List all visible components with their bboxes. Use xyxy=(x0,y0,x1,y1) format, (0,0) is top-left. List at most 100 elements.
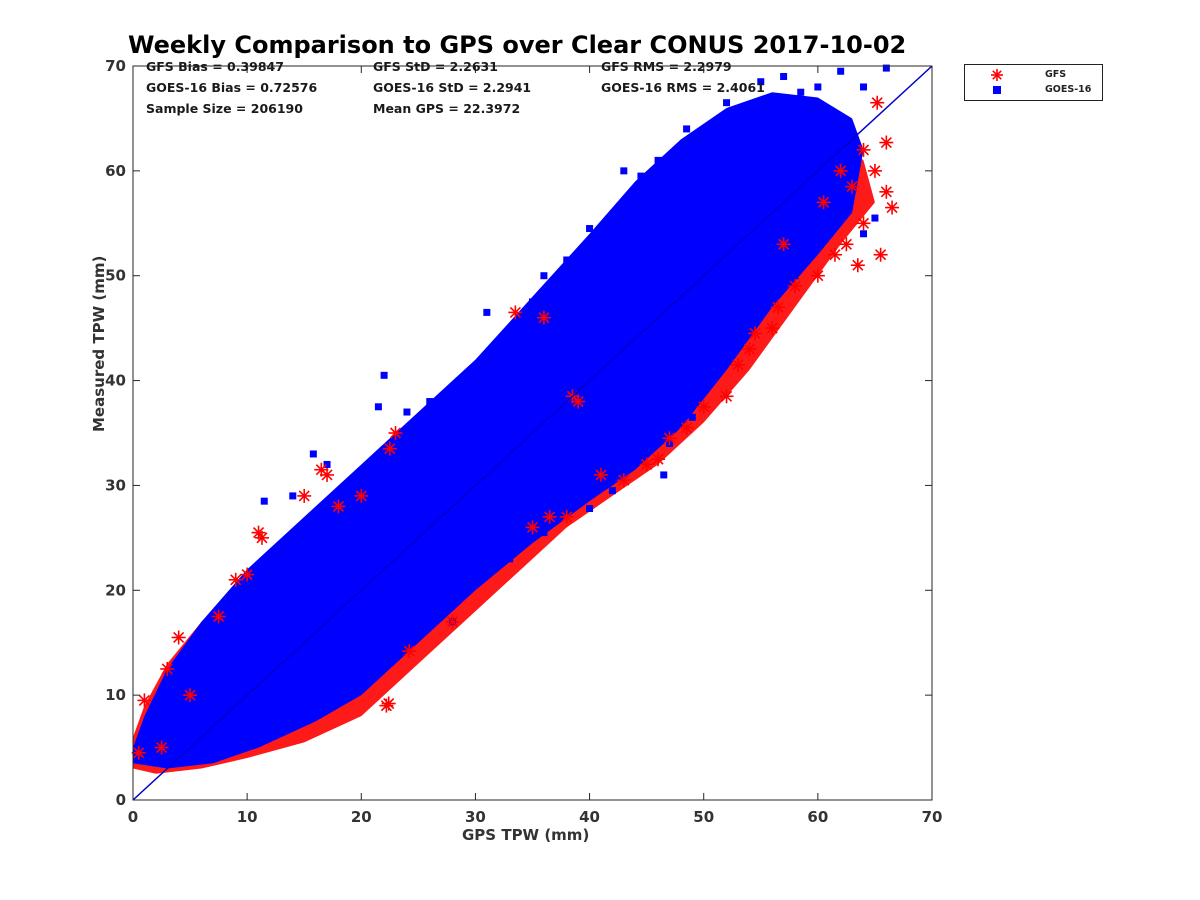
goes-scatter-point xyxy=(660,471,668,479)
gfs-scatter-point xyxy=(171,630,186,645)
gfs-scatter-point xyxy=(331,499,346,514)
legend-gfs-label: GFS xyxy=(1045,69,1067,80)
goes-scatter-point xyxy=(688,413,696,421)
gfs-scatter-point xyxy=(445,614,460,629)
goes-scatter-point xyxy=(363,633,371,641)
x-tick-label: 40 xyxy=(579,808,600,826)
gfs-scatter-point xyxy=(639,457,654,472)
gfs-scatter-point xyxy=(160,661,175,676)
gfs-scatter-point xyxy=(873,247,888,262)
x-tick-label: 0 xyxy=(128,808,138,826)
goes-scatter-point xyxy=(540,272,548,280)
legend: GFS GOES-16 xyxy=(964,64,1103,101)
goes-scatter-point xyxy=(871,214,879,222)
gfs-scatter-point xyxy=(542,509,557,524)
gfs-scatter-point xyxy=(748,326,763,341)
mean-gps-stat: Mean GPS = 22.3972 xyxy=(373,101,521,116)
legend-gfs-asterisk-icon xyxy=(991,69,1003,81)
gfs-scatter-point xyxy=(730,357,745,372)
gfs-scatter-point xyxy=(679,420,694,435)
goes-scatter-point xyxy=(563,256,571,264)
y-axis-label: Measured TPW (mm) xyxy=(90,255,108,432)
x-tick-label: 50 xyxy=(693,808,714,826)
goes-scatter-point xyxy=(637,172,645,180)
gfs-scatter-point xyxy=(402,644,417,659)
goes-scatter-point xyxy=(309,450,317,458)
gfs-scatter-point xyxy=(382,441,397,456)
one-to-one-reference-line xyxy=(132,65,933,801)
gfs-scatter-point xyxy=(696,399,711,414)
gfs-scatter-point xyxy=(388,426,403,440)
goes-scatter-point xyxy=(757,78,765,86)
goes-scatter-point xyxy=(352,679,360,687)
sample-size-stat: Sample Size = 206190 xyxy=(146,101,303,116)
goes-scatter-point xyxy=(620,167,628,175)
x-tick-label: 60 xyxy=(807,808,828,826)
goes-scatter-point xyxy=(483,308,491,316)
gfs-scatter-point xyxy=(776,237,791,252)
gfs-scatter-point xyxy=(571,394,586,409)
y-tick-label: 30 xyxy=(105,476,126,494)
gfs-scatter-point xyxy=(354,488,369,503)
gfs-scatter-point xyxy=(508,305,523,320)
gfs-scatter-point xyxy=(525,520,540,535)
gfs-rms-stat: GFS RMS = 2.2979 xyxy=(601,59,732,74)
y-tick-label: 0 xyxy=(116,791,126,809)
goes-scatter-point xyxy=(700,141,708,149)
goes-scatter-point xyxy=(882,64,890,72)
goes-scatter-point xyxy=(551,502,559,510)
goes-bias-stat: GOES-16 Bias = 0.72576 xyxy=(146,80,318,95)
goes-scatter-point xyxy=(797,88,805,96)
axis-ticks: 0 10 20 30 40 50 60 70 0 10 20 30 40 50 60 70 xyxy=(105,57,942,826)
gfs-scatter-point xyxy=(559,509,574,524)
gfs-scatter-point xyxy=(845,179,860,194)
goes-scatter-point xyxy=(723,99,731,107)
scatter-point-clouds xyxy=(133,92,875,774)
goes-scatter-point xyxy=(837,67,845,75)
gfs-std-stat: GFS StD = 2.2631 xyxy=(373,59,498,74)
goes-scatter-point xyxy=(494,340,502,348)
goes-scatter-point xyxy=(506,555,514,563)
gfs-scatter-point xyxy=(870,95,885,110)
gfs-scatter-point xyxy=(765,321,780,336)
gfs-scatter-point xyxy=(137,693,152,708)
goes-scatter-point xyxy=(791,272,799,280)
goes-scatter-point xyxy=(374,403,382,411)
goes-scatter-point xyxy=(860,230,868,238)
gfs-scatter-point xyxy=(839,237,854,252)
gfs-scatter-point xyxy=(788,279,803,294)
chart-title: Weekly Comparison to GPS over Clear CONU… xyxy=(128,31,907,59)
goes-scatter-point xyxy=(734,114,742,122)
gfs-scatter-point xyxy=(879,184,894,199)
gfs-bias-stat: GFS Bias = 0.39847 xyxy=(146,59,284,74)
gfs-scatter-point xyxy=(228,572,243,587)
gfs-scatter-point xyxy=(379,698,394,713)
goes-scatter-point xyxy=(654,156,662,164)
plot-area-frame xyxy=(132,65,933,801)
goes-scatter-point xyxy=(586,225,594,233)
goes-scatter-point xyxy=(323,460,331,468)
goes-scatter-point xyxy=(825,135,833,143)
gfs-scatter-point xyxy=(651,452,666,467)
gfs-scatter-point xyxy=(297,488,312,503)
gfs-scatter-point xyxy=(183,688,198,703)
gfs-scatter-point xyxy=(719,389,734,404)
gfs-scatter-point xyxy=(154,740,169,755)
goes-scatter-point xyxy=(780,72,788,80)
gfs-scatter-point xyxy=(742,342,757,357)
gfs-scatter-point xyxy=(593,467,608,482)
y-tick-label: 20 xyxy=(105,581,126,599)
x-tick-label: 10 xyxy=(237,808,258,826)
y-tick-label: 40 xyxy=(105,372,126,390)
legend-goes-label: GOES-16 xyxy=(1045,84,1092,95)
y-tick-label: 60 xyxy=(105,162,126,180)
gfs-scatter-point xyxy=(536,310,551,325)
y-tick-label: 10 xyxy=(105,686,126,704)
goes-scatter-point xyxy=(460,392,468,400)
x-tick-label: 30 xyxy=(465,808,486,826)
gfs-scatter-point xyxy=(810,268,825,283)
goes-std-stat: GOES-16 StD = 2.2941 xyxy=(373,80,532,95)
gfs-scatter-point xyxy=(856,216,871,231)
y-tick-label: 50 xyxy=(105,267,126,285)
